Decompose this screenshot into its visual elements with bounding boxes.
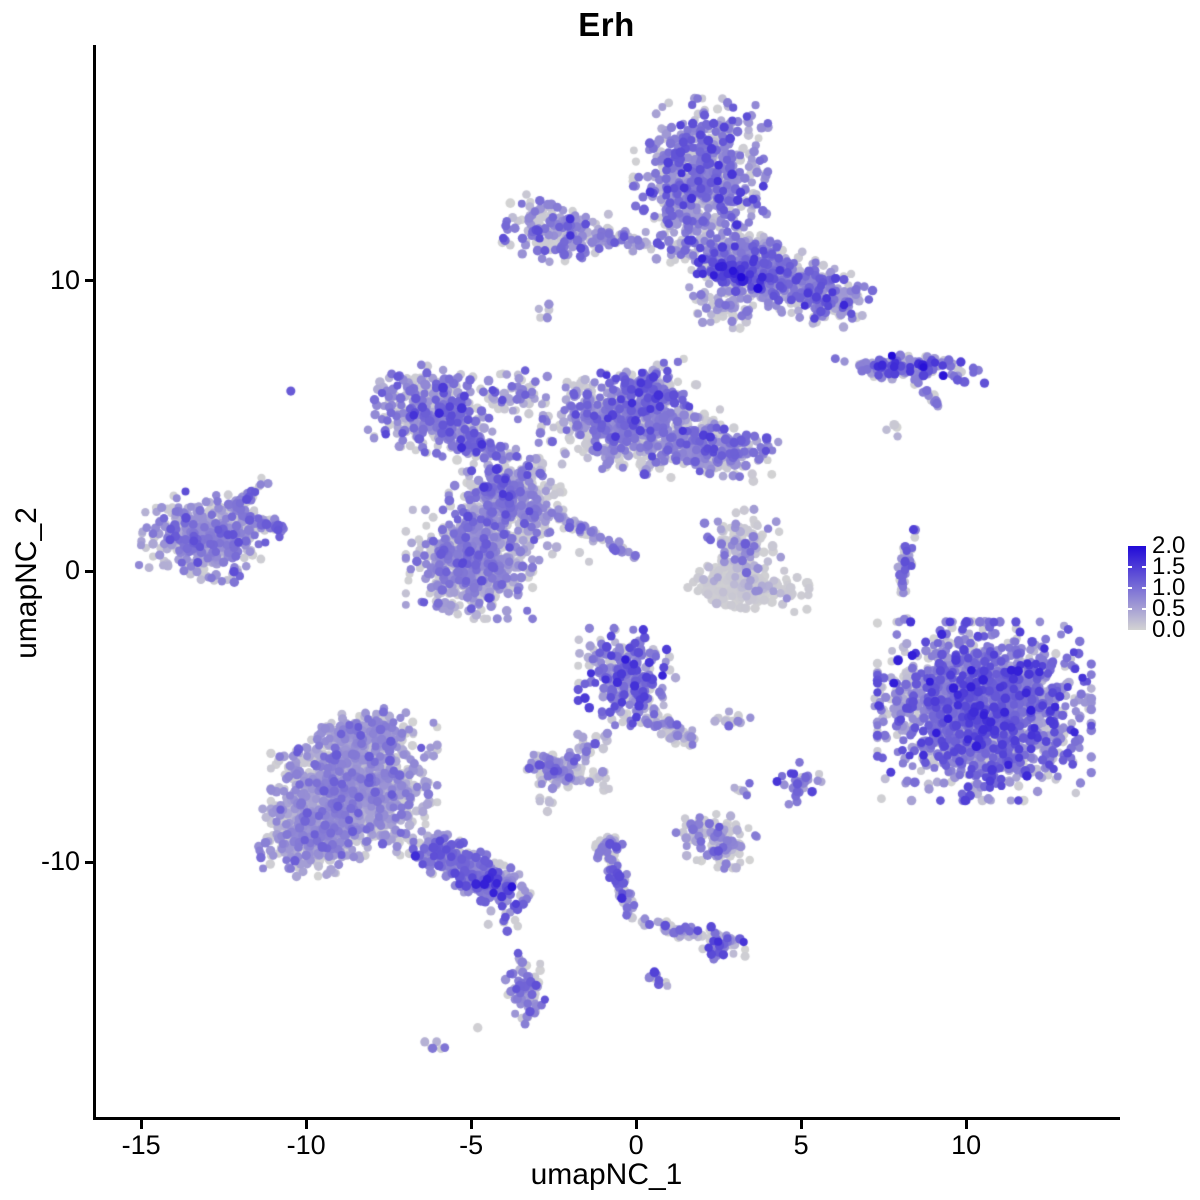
x-tick-mark xyxy=(469,1120,473,1129)
y-axis-line xyxy=(93,45,96,1120)
plot-title: Erh xyxy=(578,6,635,43)
x-tick-label: 10 xyxy=(951,1130,982,1160)
x-tick-mark xyxy=(139,1120,143,1129)
colorbar-tick-label: 1.0 xyxy=(1152,574,1186,601)
colorbar-notch xyxy=(1128,566,1132,568)
colorbar-tick-label: 1.5 xyxy=(1152,553,1186,580)
x-tick-label: 0 xyxy=(628,1130,644,1160)
y-tick-mark xyxy=(85,860,94,864)
colorbar-gradient xyxy=(1128,546,1146,630)
x-tick-mark xyxy=(964,1120,968,1129)
x-tick-mark xyxy=(799,1120,803,1129)
y-tick-mark xyxy=(85,279,94,283)
colorbar-tick-label: 0.0 xyxy=(1152,616,1186,643)
expression-colorbar: 2.0 1.5 1.0 0.5 0.0 xyxy=(1126,534,1200,643)
colorbar-notch xyxy=(1142,608,1146,610)
colorbar-tick-label: 0.5 xyxy=(1152,595,1186,622)
colorbar-notch xyxy=(1142,566,1146,568)
x-tick-label: -15 xyxy=(121,1130,161,1160)
colorbar-notch xyxy=(1142,587,1146,589)
y-tick-label: 0 xyxy=(64,555,80,586)
x-tick-mark xyxy=(304,1120,308,1129)
colorbar-tick-label: 2.0 xyxy=(1152,532,1186,559)
x-axis-title: umapNC_1 xyxy=(530,1158,683,1191)
x-axis-line xyxy=(93,1117,1120,1120)
x-tick-label: -5 xyxy=(459,1130,484,1160)
y-tick-label: 10 xyxy=(49,264,80,295)
y-axis-title: umapNC_2 xyxy=(10,507,43,659)
x-tick-mark xyxy=(634,1120,638,1129)
colorbar-notch xyxy=(1128,608,1132,610)
y-tick-label: -10 xyxy=(40,846,80,877)
colorbar-notch xyxy=(1128,587,1132,589)
y-tick-mark xyxy=(85,569,94,573)
x-tick-label: 5 xyxy=(793,1130,809,1160)
x-tick-label: -10 xyxy=(286,1130,326,1160)
